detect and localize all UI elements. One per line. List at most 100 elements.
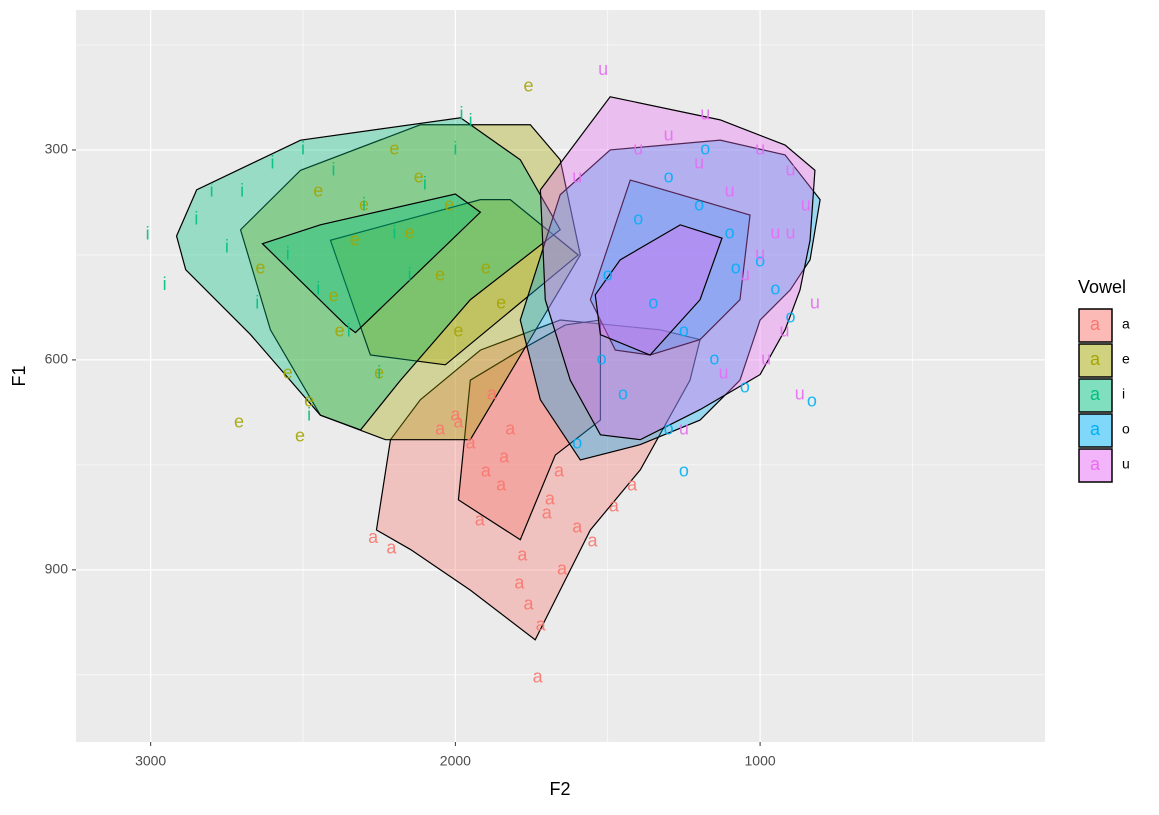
point: e — [350, 230, 360, 250]
point: u — [740, 265, 750, 285]
point: e — [283, 363, 293, 383]
point: e — [304, 391, 314, 411]
hull — [589, 179, 751, 356]
hull — [457, 319, 602, 541]
point: o — [618, 384, 628, 404]
point: e — [496, 293, 506, 313]
hull — [239, 124, 581, 441]
point: a — [627, 475, 638, 495]
y-axis-title: F1 — [9, 365, 29, 386]
point: u — [795, 384, 805, 404]
point: e — [255, 258, 265, 278]
x-tick-label: 2000 — [440, 753, 471, 769]
point: e — [435, 265, 445, 285]
point: a — [499, 447, 510, 467]
point: e — [313, 181, 323, 201]
point: u — [786, 223, 796, 243]
legend-key-glyph: a — [1090, 349, 1101, 369]
hull — [329, 199, 580, 366]
point: i — [307, 405, 311, 425]
point: o — [603, 265, 613, 285]
point: a — [466, 433, 477, 453]
legend-title: Vowel — [1078, 277, 1126, 297]
point: u — [755, 244, 765, 264]
point: o — [725, 223, 735, 243]
point: o — [709, 349, 719, 369]
point: u — [664, 125, 674, 145]
point: e — [481, 258, 491, 278]
point: u — [810, 293, 820, 313]
point: a — [517, 545, 528, 565]
legend-label: i — [1122, 386, 1125, 402]
point: a — [609, 496, 620, 516]
legend-key — [1078, 378, 1113, 413]
x-tick-label: 1000 — [745, 753, 776, 769]
point: e — [295, 426, 305, 446]
point: i — [392, 223, 396, 243]
point: u — [770, 223, 780, 243]
panel — [76, 10, 1045, 742]
point: o — [572, 433, 582, 453]
point: e — [359, 195, 369, 215]
point: i — [453, 139, 457, 159]
point: i — [408, 265, 412, 285]
legend-key — [1078, 308, 1113, 343]
legend-key — [1078, 343, 1113, 378]
point: e — [234, 412, 244, 432]
point: u — [719, 363, 729, 383]
point: e — [523, 76, 533, 96]
point: a — [481, 461, 492, 481]
point: u — [633, 139, 643, 159]
point: u — [786, 160, 796, 180]
point: a — [542, 503, 553, 523]
hull — [594, 224, 723, 356]
y-tick-label: 300 — [45, 141, 69, 157]
point: e — [374, 363, 384, 383]
point: u — [700, 104, 710, 124]
point: u — [598, 59, 608, 79]
point: e — [389, 139, 399, 159]
point: i — [331, 160, 335, 180]
legend-label: u — [1122, 456, 1130, 472]
legend-label: a — [1122, 316, 1130, 332]
point: o — [664, 167, 674, 187]
point: i — [423, 174, 427, 194]
point: i — [469, 111, 473, 131]
point: u — [761, 349, 771, 369]
point: e — [444, 195, 454, 215]
legend-label: o — [1122, 421, 1130, 437]
legend-key-glyph: a — [1090, 454, 1101, 474]
point: o — [679, 321, 689, 341]
point: i — [377, 363, 381, 383]
point: i — [286, 244, 290, 264]
point: o — [679, 461, 689, 481]
point: a — [587, 531, 598, 551]
legend-key-glyph: a — [1090, 384, 1101, 404]
point: o — [633, 209, 643, 229]
point: i — [225, 237, 229, 257]
hull — [539, 96, 816, 441]
x-tick-label: 3000 — [135, 753, 166, 769]
point: a — [487, 384, 498, 404]
point: o — [755, 251, 765, 271]
point: o — [807, 391, 817, 411]
point: i — [316, 279, 320, 299]
point: a — [505, 419, 516, 439]
point: a — [514, 573, 525, 593]
hull — [519, 139, 821, 461]
legend-key-glyph: a — [1090, 314, 1101, 334]
point: u — [779, 321, 789, 341]
legend-label: e — [1122, 351, 1130, 367]
point: a — [368, 527, 379, 547]
legend-key-glyph: a — [1090, 419, 1101, 439]
point: u — [801, 195, 811, 215]
point: o — [731, 258, 741, 278]
point: u — [679, 419, 689, 439]
point: o — [770, 279, 780, 299]
point: a — [435, 419, 446, 439]
point: i — [194, 209, 198, 229]
point: i — [255, 293, 259, 313]
legend-key — [1078, 448, 1113, 483]
point: e — [335, 321, 345, 341]
